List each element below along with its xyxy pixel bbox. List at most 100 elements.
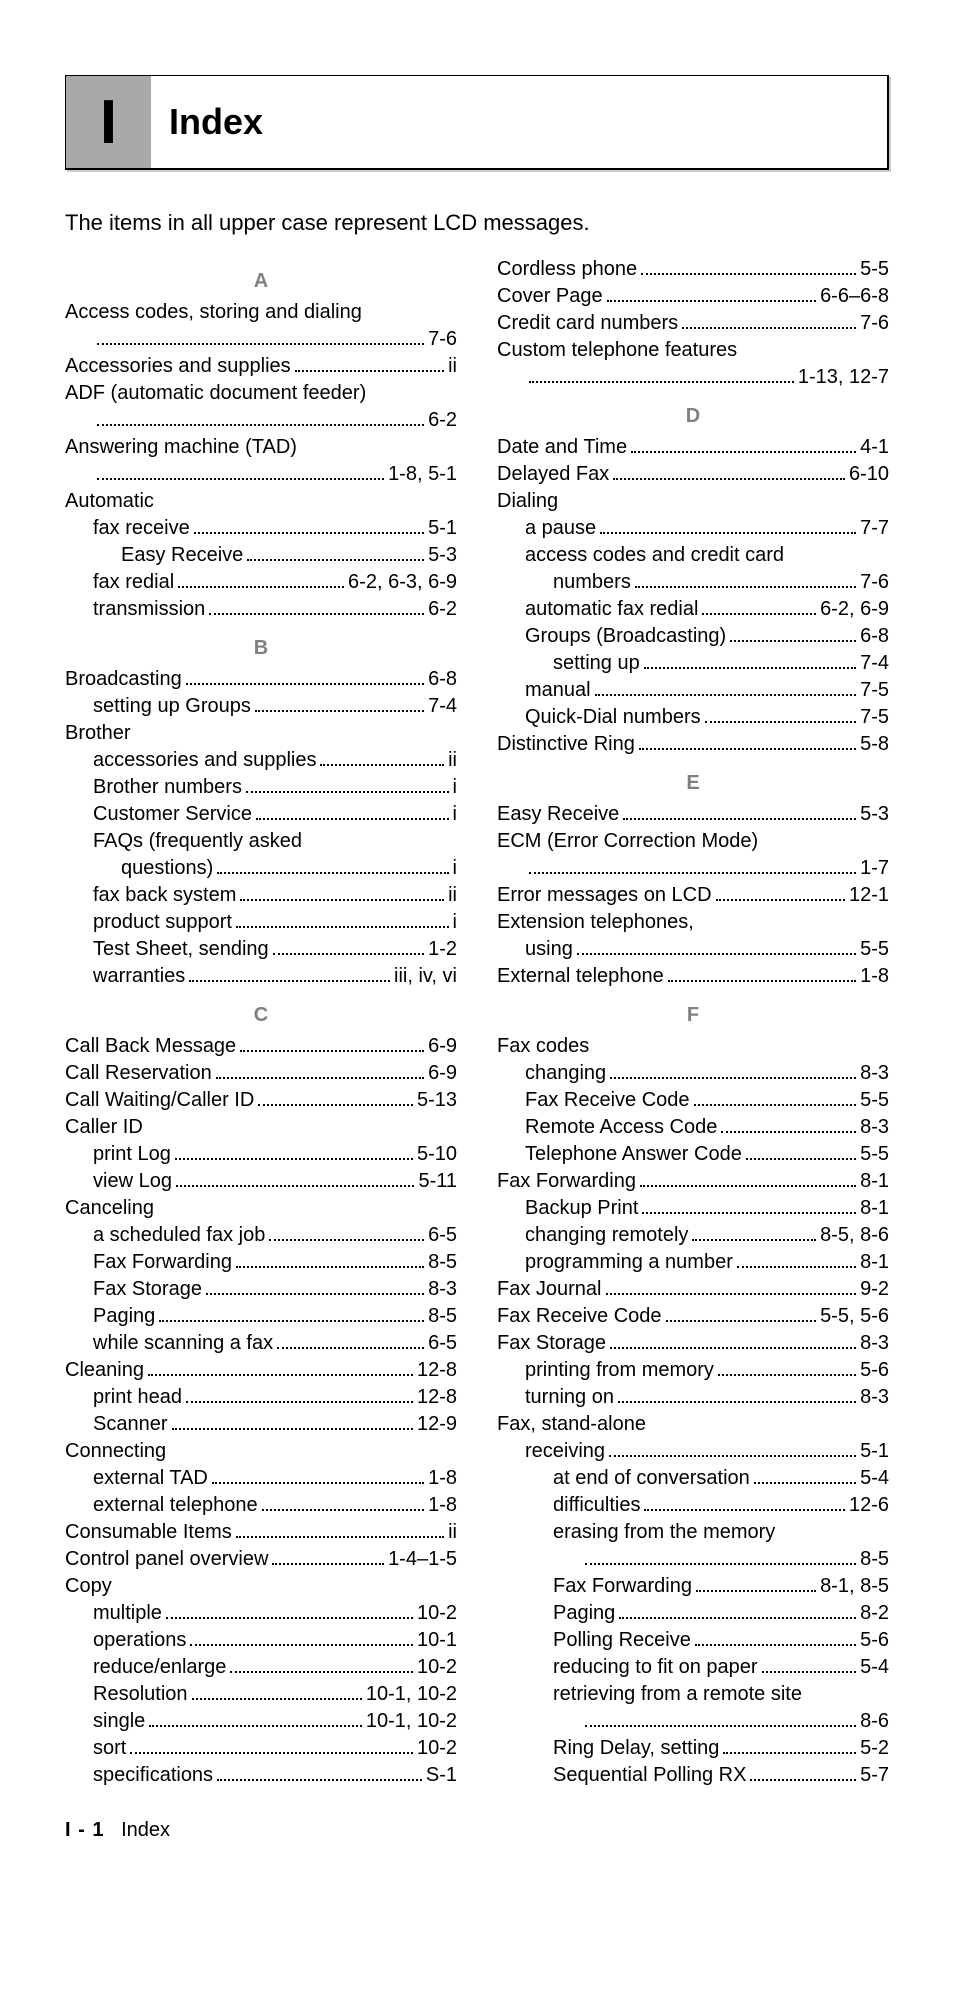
dot-leader [262, 1495, 425, 1511]
index-entry: single10-1, 10-2 [65, 1708, 457, 1735]
index-entry-page: 6-9 [428, 1060, 457, 1087]
index-entry: fax redial6-2, 6-3, 6-9 [65, 569, 457, 596]
index-entry-text: Canceling [65, 1197, 154, 1219]
index-entry-text: external TAD [93, 1465, 208, 1492]
index-entry: Accessories and suppliesii [65, 353, 457, 380]
index-entry: a pause7-7 [497, 515, 889, 542]
index-entry-text: setting up [553, 650, 640, 677]
index-entry-text: Scanner [93, 1411, 168, 1438]
dot-leader [613, 464, 845, 480]
index-entry-text: transmission [93, 596, 205, 623]
index-entry: questions) i [65, 855, 457, 882]
index-entry: setting up7-4 [497, 650, 889, 677]
dot-leader [258, 1090, 413, 1106]
index-entry-text: Ring Delay, setting [553, 1735, 719, 1762]
index-entry-page: ii [448, 1519, 457, 1546]
index-entry-page: 6-2, 6-9 [820, 596, 889, 623]
index-entry-text: reducing to fit on paper [553, 1654, 758, 1681]
index-entry-text: accessories and supplies [93, 747, 316, 774]
index-entry-text: Access codes, storing and dialing [65, 301, 362, 323]
index-entry-text: questions) [121, 855, 213, 882]
index-entry-text: Call Waiting/Caller ID [65, 1087, 254, 1114]
index-entry: Fax Receive Code5-5, 5-6 [497, 1303, 889, 1330]
index-entry-page: 6-10 [849, 461, 889, 488]
index-entry: Groups (Broadcasting) 6-8 [497, 623, 889, 650]
index-entry-page: 5-3 [860, 801, 889, 828]
index-entry-text: Dialing [497, 490, 558, 512]
index-entry-text: Fax Forwarding [553, 1573, 692, 1600]
dot-leader [705, 707, 856, 723]
index-entry-text: External telephone [497, 963, 664, 990]
index-entry-text: Test Sheet, sending [93, 936, 269, 963]
index-entry: receiving5-1 [497, 1438, 889, 1465]
index-entry-text: fax redial [93, 569, 174, 596]
dot-leader [236, 912, 449, 928]
index-entry-text: Distinctive Ring [497, 731, 635, 758]
dot-leader [694, 1090, 857, 1106]
index-entry-page: i [453, 855, 457, 882]
index-entry: Call Reservation 6-9 [65, 1060, 457, 1087]
index-entry-page: 8-1 [860, 1249, 889, 1276]
index-entry-text: printing from memory [525, 1357, 714, 1384]
index-entry-text: Fax Storage [497, 1330, 606, 1357]
index-entry-page: 1-4–1-5 [388, 1546, 457, 1573]
index-entry-text: fax receive [93, 515, 190, 542]
index-entry-text: a scheduled fax job [93, 1222, 265, 1249]
index-entry: manual7-5 [497, 677, 889, 704]
index-entry-text: a pause [525, 515, 596, 542]
dot-leader [246, 777, 449, 793]
index-entry-page: 5-4 [860, 1654, 889, 1681]
index-entry-page: 8-1, 8-5 [820, 1573, 889, 1600]
section-letter: E [497, 772, 889, 795]
index-entry-page: 5-7 [860, 1762, 889, 1789]
index-entry: Extension telephones, [497, 909, 889, 936]
index-entry: fax receive5-1 [65, 515, 457, 542]
index-entry: reducing to fit on paper 5-4 [497, 1654, 889, 1681]
dot-leader [159, 1306, 424, 1322]
index-entry-page: 4-1 [860, 434, 889, 461]
dot-leader [642, 1198, 856, 1214]
index-entry: changing8-3 [497, 1060, 889, 1087]
index-entry-text: Paging [93, 1303, 155, 1330]
index-entry-text: Call Reservation [65, 1060, 212, 1087]
index-entry-text: Groups (Broadcasting) [525, 623, 726, 650]
index-entry-text: at end of conversation [553, 1465, 750, 1492]
index-entry: Fax, stand-alone [497, 1411, 889, 1438]
index-entry-text: Quick-Dial numbers [525, 704, 701, 731]
index-entry: Fax Journal9-2 [497, 1276, 889, 1303]
index-entry-text: Brother numbers [93, 774, 242, 801]
index-entry: 1-13, 12-7 [497, 364, 889, 391]
index-entry-page: 12-1 [849, 882, 889, 909]
index-entry: Remote Access Code8-3 [497, 1114, 889, 1141]
index-entry: difficulties12-6 [497, 1492, 889, 1519]
index-entry: transmission 6-2 [65, 596, 457, 623]
dot-leader [644, 1495, 845, 1511]
dot-leader [212, 1468, 424, 1484]
dot-leader [606, 1279, 857, 1295]
index-entry-text: ADF (automatic document feeder) [65, 382, 366, 404]
dot-leader [186, 669, 424, 685]
index-entry: setting up Groups7-4 [65, 693, 457, 720]
index-entry: Fax Receive Code5-5 [497, 1087, 889, 1114]
index-entry-page: S-1 [426, 1762, 457, 1789]
index-entry: a scheduled fax job6-5 [65, 1222, 457, 1249]
dot-leader [640, 1171, 856, 1187]
dot-leader [130, 1738, 413, 1754]
index-entry: Error messages on LCD12-1 [497, 882, 889, 909]
index-entry-page: 8-3 [860, 1114, 889, 1141]
index-entry-page: 6-8 [860, 623, 889, 650]
index-entry-page: 5-4 [860, 1465, 889, 1492]
index-entry-page: 6-2 [428, 596, 457, 623]
index-entry: Customer Servicei [65, 801, 457, 828]
index-entry-text: Call Back Message [65, 1033, 236, 1060]
index-entry-text: ECM (Error Correction Mode) [497, 830, 758, 852]
index-entry-page: 9-2 [860, 1276, 889, 1303]
index-entry-text: Fax Forwarding [497, 1168, 636, 1195]
index-entry-text: difficulties [553, 1492, 640, 1519]
index-entry-page: 1-8 [860, 963, 889, 990]
index-entry-text: manual [525, 677, 591, 704]
dot-leader [577, 939, 856, 955]
index-entry: warrantiesiii, iv, vi [65, 963, 457, 990]
index-entry: Consumable Itemsii [65, 1519, 457, 1546]
dot-leader [607, 286, 816, 302]
